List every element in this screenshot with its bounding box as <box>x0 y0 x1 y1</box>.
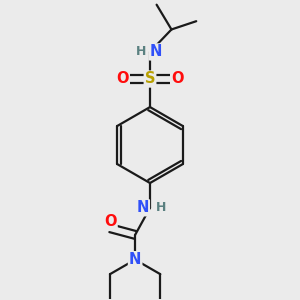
Text: O: O <box>171 71 184 86</box>
Text: N: N <box>150 44 162 59</box>
Text: H: H <box>155 201 166 214</box>
Text: O: O <box>104 214 117 229</box>
Text: N: N <box>136 200 149 215</box>
Text: S: S <box>145 71 155 86</box>
Text: O: O <box>116 71 129 86</box>
Text: H: H <box>136 45 146 58</box>
Text: N: N <box>129 252 141 267</box>
